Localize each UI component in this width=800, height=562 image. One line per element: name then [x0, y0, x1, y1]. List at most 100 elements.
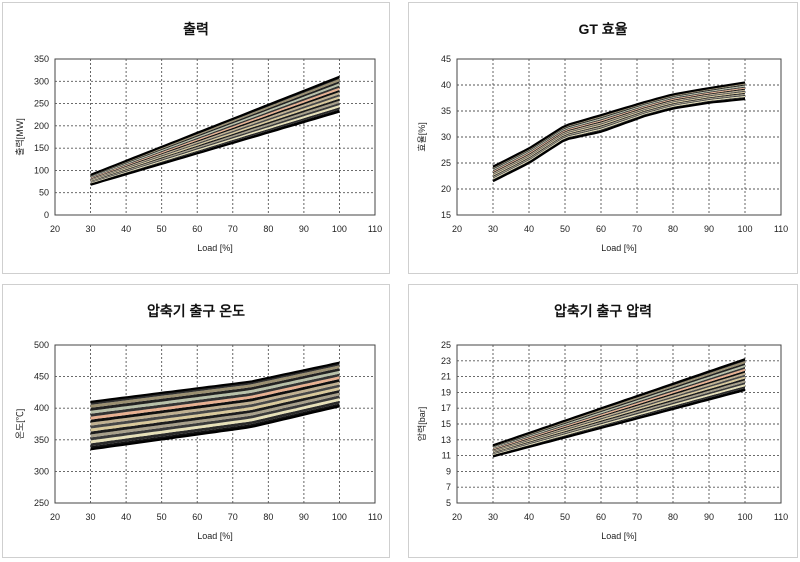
- y-tick-label: 250: [34, 99, 49, 109]
- series-band-stripe: [493, 365, 745, 449]
- x-tick-label: 50: [560, 512, 570, 522]
- x-tick-label: 40: [524, 512, 534, 522]
- chart-title: 출력: [183, 21, 209, 37]
- series-band-stripe: [493, 384, 745, 455]
- series-band-stripe: [493, 376, 745, 453]
- y-tick-label: 45: [441, 54, 451, 64]
- x-axis-label: Load [%]: [197, 531, 233, 541]
- series-band-stripe: [90, 400, 340, 447]
- x-tick-label: 90: [704, 512, 714, 522]
- y-tick-label: 450: [34, 372, 49, 382]
- series-band-stripe: [493, 372, 745, 451]
- series-band-stripe: [90, 373, 340, 417]
- x-axis-label: Load [%]: [197, 243, 233, 253]
- x-tick-label: 60: [596, 224, 606, 234]
- series-band-stripe: [493, 370, 745, 451]
- chart-panel-power: 출력 20 30 40 50 60 70 80 90 100 110 0 50 100 150 200 250…: [2, 2, 390, 274]
- y-tick-label: 35: [441, 106, 451, 116]
- y-tick-label: 25: [441, 340, 451, 350]
- x-tick-label: 50: [157, 224, 167, 234]
- series-band-stripe: [90, 395, 340, 441]
- x-tick-label: 20: [50, 512, 60, 522]
- series-band-stripe: [90, 107, 340, 185]
- series-band-stripe: [90, 398, 340, 444]
- x-tick-label: 40: [524, 224, 534, 234]
- y-axis-label: 압력[bar]: [416, 407, 427, 442]
- series-line-upper: [492, 358, 746, 447]
- series-band-stripe: [90, 83, 340, 178]
- x-tick-label: 80: [263, 512, 273, 522]
- x-tick-label: 70: [228, 512, 238, 522]
- x-tick-label: 80: [668, 512, 678, 522]
- y-tick-label: 25: [441, 158, 451, 168]
- x-tick-label: 100: [737, 224, 752, 234]
- series-band-stripe: [90, 102, 340, 183]
- series-line-lower: [492, 97, 746, 183]
- y-tick-label: 7: [446, 482, 451, 492]
- x-tick-label: 30: [488, 512, 498, 522]
- x-tick-label: 100: [332, 224, 347, 234]
- y-tick-label: 500: [34, 340, 49, 350]
- y-tick-label: 9: [446, 466, 451, 476]
- series-line-lower: [90, 405, 340, 451]
- x-tick-label: 70: [632, 512, 642, 522]
- series-band-stripe: [493, 366, 745, 449]
- x-tick-label: 50: [157, 512, 167, 522]
- series-band-stripe: [90, 105, 340, 184]
- y-tick-label: 300: [34, 76, 49, 86]
- chart-panel-compressor-outlet-temperature: 압축기 출구 온도 20 30 40 50 60 70 80 90 100 110 250 300 35…: [2, 284, 390, 558]
- y-tick-label: 250: [34, 498, 49, 508]
- series-line-upper: [90, 361, 340, 403]
- series-band-stripe: [90, 370, 340, 414]
- chart-plot: 20 30 40 50 60 70 80 90 100 110 5 7 9 11 13 15 17 19 21 23 2…: [416, 340, 788, 541]
- y-axis-label: 온도[℃]: [15, 409, 25, 440]
- chart-title: 압축기 출구 온도: [147, 303, 245, 319]
- series-band-stripe: [493, 368, 745, 450]
- x-tick-label: 110: [774, 512, 788, 522]
- x-tick-label: 60: [596, 512, 606, 522]
- y-tick-label: 150: [34, 143, 49, 153]
- y-tick-label: 17: [441, 403, 451, 413]
- chart-plot: 20 30 40 50 60 70 80 90 100 11015202530354045Load…: [417, 54, 788, 253]
- series-band-stripe: [90, 384, 340, 429]
- chart-plot: 20 30 40 50 60 70 80 90 100 110 250 300 350 400 450 500…: [15, 340, 382, 541]
- chart-title: 압축기 출구 압력: [554, 303, 652, 319]
- series-band-stripe: [90, 100, 340, 183]
- series-line-lower: [492, 388, 746, 458]
- chart-plot: 20 30 40 50 60 70 80 90 100 110 0 50 100 150 200 250 300…: [14, 54, 382, 253]
- series-band-stripe: [493, 382, 745, 455]
- x-tick-label: 60: [192, 512, 202, 522]
- series-band-stripe: [90, 390, 340, 435]
- y-tick-label: 21: [441, 372, 451, 382]
- series-band-stripe: [90, 94, 340, 181]
- x-tick-label: 30: [488, 224, 498, 234]
- series-band-stripe: [493, 380, 745, 454]
- series-line-upper: [492, 81, 746, 168]
- y-tick-label: 19: [441, 387, 451, 397]
- series-band-stripe: [90, 85, 340, 178]
- x-tick-label: 80: [668, 224, 678, 234]
- y-tick-label: 0: [44, 210, 49, 220]
- y-tick-label: 15: [441, 210, 451, 220]
- chart-title: GT 효율: [578, 21, 628, 37]
- y-tick-label: 400: [34, 403, 49, 413]
- y-tick-label: 15: [441, 419, 451, 429]
- y-tick-label: 30: [441, 132, 451, 142]
- y-tick-label: 11: [442, 451, 451, 461]
- series-band-stripe: [90, 89, 340, 180]
- series-band-stripe: [90, 387, 340, 432]
- x-tick-label: 90: [704, 224, 714, 234]
- x-tick-label: 30: [86, 512, 96, 522]
- y-tick-label: 200: [34, 121, 49, 131]
- series-band-stripe: [90, 365, 340, 408]
- x-tick-label: 70: [632, 224, 642, 234]
- x-tick-label: 110: [774, 224, 788, 234]
- x-tick-label: 90: [299, 224, 309, 234]
- series-band-stripe: [493, 363, 745, 448]
- series-band-stripe: [90, 403, 340, 450]
- series-band-stripe: [493, 378, 745, 453]
- chart-panel-compressor-outlet-pressure: 압축기 출구 압력 20 30 40 50 60 70 80 90 100 110 5 7 9 11 13 1…: [408, 284, 798, 558]
- series-band-stripe: [90, 92, 340, 180]
- series-band-stripe: [90, 98, 340, 182]
- y-tick-label: 23: [441, 356, 451, 366]
